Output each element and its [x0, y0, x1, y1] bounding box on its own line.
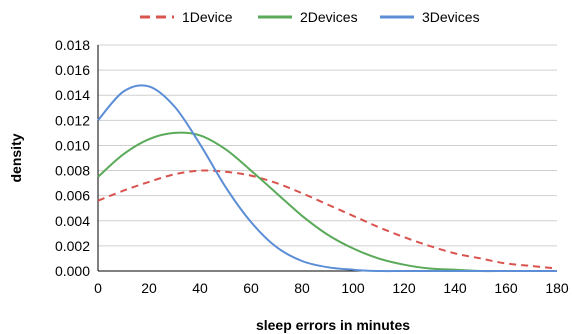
y-tick-label: 0.010 [55, 137, 90, 153]
y-tick-label: 0.012 [55, 112, 90, 128]
x-tick-label: 20 [141, 280, 157, 296]
series-lines [97, 84, 558, 273]
x-tick-label: 140 [443, 280, 467, 296]
legend-label-2devices: 2Devices [300, 9, 358, 25]
x-tick-label: 180 [545, 280, 569, 296]
x-tick-label: 160 [494, 280, 518, 296]
legend-label-3devices: 3Devices [422, 9, 480, 25]
tick-labels: 0.000 0.002 0.004 0.006 0.008 0.010 0.012 0.014… [55, 37, 569, 296]
y-tick-label: 0.000 [55, 263, 90, 279]
y-tick-label: 0.018 [55, 37, 90, 53]
x-tick-label: 100 [341, 280, 365, 296]
x-tick-label: 40 [192, 280, 208, 296]
x-tick-label: 60 [243, 280, 259, 296]
x-axis-title: sleep errors in minutes [256, 317, 410, 333]
y-tick-label: 0.006 [55, 188, 90, 204]
series-line-3devices [97, 84, 557, 273]
x-tick-label: 80 [294, 280, 310, 296]
series-line-1device [97, 169, 558, 270]
axes [97, 45, 557, 272]
y-tick-label: 0.014 [55, 87, 90, 103]
y-tick-label: 0.008 [55, 163, 90, 179]
y-tick-label: 0.002 [55, 238, 90, 254]
y-tick-label: 0.016 [55, 62, 90, 78]
series-line-2devices [97, 131, 557, 273]
legend-label-1device: 1Device [182, 9, 233, 25]
x-tick-label: 0 [94, 280, 102, 296]
chart-legend: 1Device 2Devices 3Devices [140, 9, 480, 25]
y-tick-label: 0.004 [55, 213, 90, 229]
gridlines [98, 44, 557, 247]
y-axis-title: density [8, 133, 24, 182]
x-tick-label: 120 [392, 280, 416, 296]
